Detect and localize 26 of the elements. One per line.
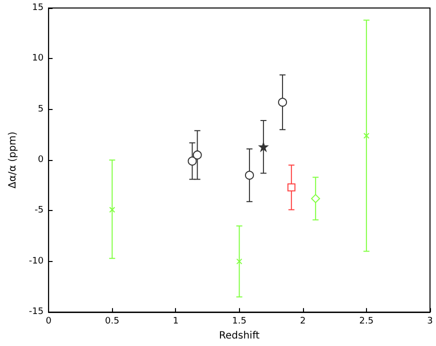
point — [363, 132, 370, 139]
x-tick-label: 0.5 — [105, 316, 120, 327]
y-tick-label: 10 — [32, 54, 44, 64]
y-tick-label: -5 — [34, 206, 44, 216]
y-tick-label: 15 — [32, 3, 44, 13]
point — [192, 150, 202, 160]
y-tick-label: -15 — [28, 307, 44, 318]
y-tick-label: -10 — [28, 256, 44, 266]
point — [188, 156, 197, 166]
x-tick-label: 3 — [427, 316, 433, 327]
x-tick-label: 2.5 — [359, 316, 374, 327]
x-tick-label: 1 — [172, 316, 179, 327]
point — [244, 170, 254, 180]
x-tick-label: 1.5 — [232, 316, 246, 327]
y-tick-label: 0 — [38, 155, 44, 166]
point — [236, 258, 242, 264]
x-tick-label: 2 — [300, 316, 306, 327]
point — [311, 194, 320, 204]
point — [258, 142, 268, 152]
y-axis-title: Δα/α (ppm) — [8, 132, 18, 188]
point — [287, 183, 296, 192]
x-tick-label: 0 — [46, 316, 52, 327]
point — [109, 206, 116, 213]
point — [278, 98, 288, 107]
y-tick-label: 5 — [38, 104, 44, 114]
x-axis-title: Redshift — [219, 330, 260, 342]
